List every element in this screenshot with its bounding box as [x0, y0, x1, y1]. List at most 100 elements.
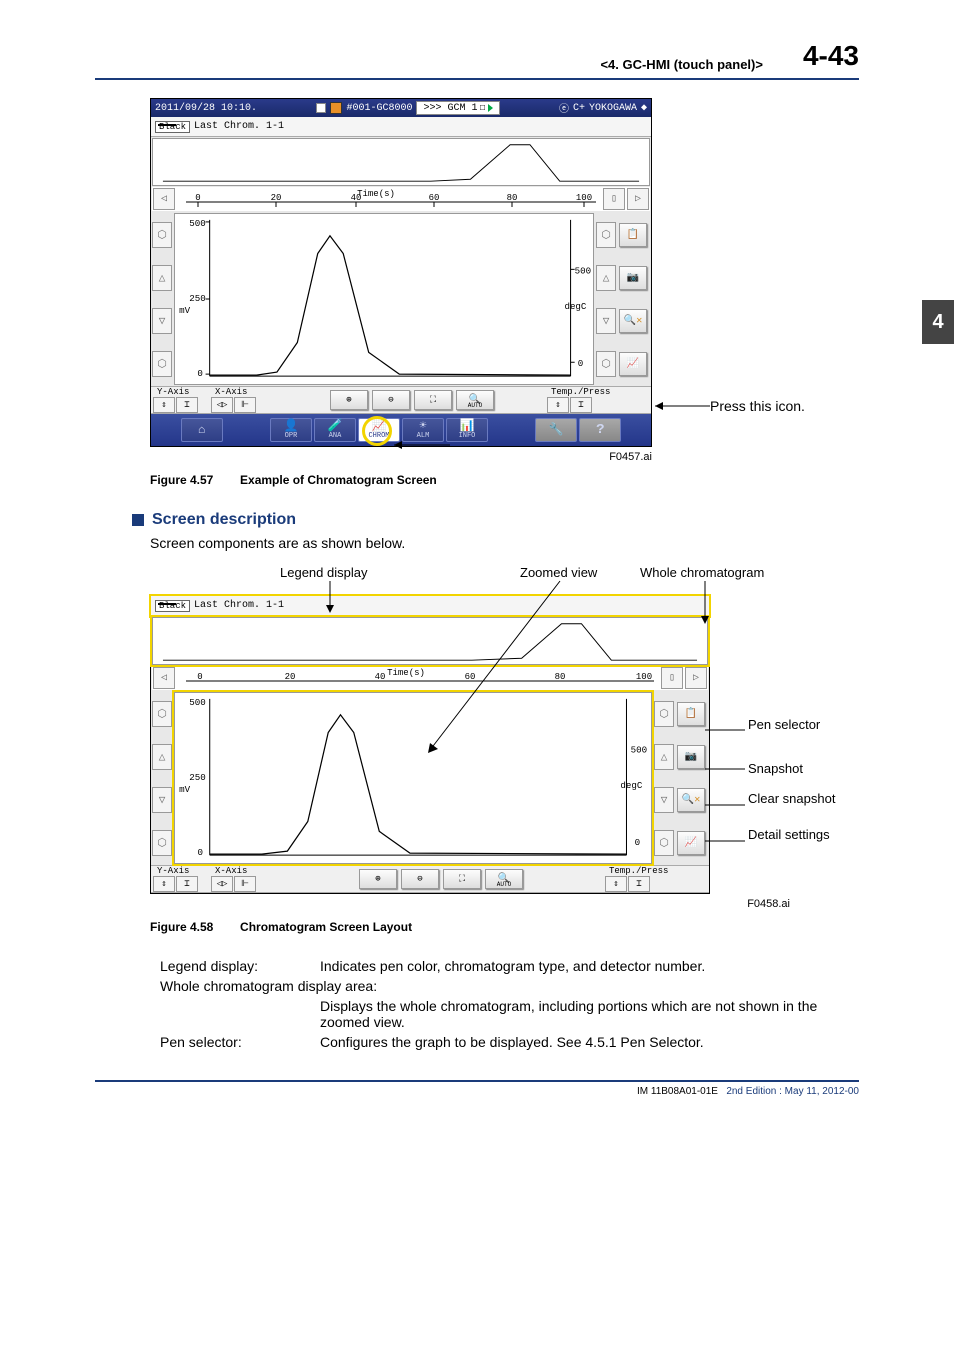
tp-button-1[interactable]: ⇕: [547, 397, 569, 413]
desc-whole-def: Displays the whole chromatogram, includi…: [320, 998, 859, 1030]
x-axis-button-1[interactable]: ◁▷: [211, 397, 233, 413]
annot-pen-selector: Pen selector: [748, 717, 888, 732]
fig2-fit-button[interactable]: ⛶: [443, 869, 481, 889]
fig2-y-down-button[interactable]: ▽: [152, 787, 172, 813]
fig2-legend-label: Last Chrom. 1-1: [194, 600, 284, 611]
time-nav-slider[interactable]: ▯: [603, 188, 625, 210]
temp-down-button[interactable]: ▽: [596, 308, 616, 334]
fig2-temp-top-button[interactable]: ⬡: [654, 701, 674, 727]
fig2-y-axis-btn1[interactable]: ⇕: [153, 876, 175, 892]
y-down-button[interactable]: ▽: [152, 308, 172, 334]
temp-top-button[interactable]: ⬡: [596, 222, 616, 248]
fig2-temp-down-button[interactable]: ▽: [654, 787, 674, 813]
fig2-auto-button[interactable]: 🔍AUTO: [485, 869, 523, 889]
fig2-zoomed-chromatogram-area[interactable]: 500 250 0 mV 500 0 degC: [174, 692, 652, 864]
titlebar-ei-icon: ⓔ: [559, 100, 569, 116]
fig2-whole-chromatogram-area[interactable]: [152, 617, 708, 665]
fig2-time-nav-slider[interactable]: ▯: [661, 667, 683, 689]
chromatogram-screen-fig2: Black Last Chrom. 1-1 ◁ Time(s): [150, 595, 710, 894]
clear-snapshot-button[interactable]: 🔍✕: [619, 309, 647, 333]
temp-bottom-button[interactable]: ⬡: [596, 351, 616, 377]
info-button[interactable]: 📊INFO: [446, 418, 488, 442]
y-bottom-button[interactable]: ⬡: [152, 351, 172, 377]
fig2-x-axis-label: X-Axis: [211, 866, 247, 876]
svg-text:40: 40: [375, 672, 386, 682]
svg-text:500: 500: [631, 744, 648, 755]
annot-legend-display: Legend display: [280, 565, 367, 580]
desc-legend-def: Indicates pen color, chromatogram type, …: [320, 958, 859, 974]
fig2-snapshot-button[interactable]: 📷: [677, 745, 705, 769]
fig2-x-axis-btn1[interactable]: ◁▷: [211, 876, 233, 892]
titlebar-gcm[interactable]: >>> GCM 1☐: [416, 101, 499, 115]
fig2-temp-bottom-button[interactable]: ⬡: [654, 830, 674, 856]
fit-button[interactable]: ⛶: [414, 390, 452, 410]
fig2-detail-settings-button[interactable]: 📈: [677, 831, 705, 855]
svg-text:80: 80: [555, 672, 566, 682]
fig2-y-up-button[interactable]: △: [152, 744, 172, 770]
time-nav-next[interactable]: ▷: [627, 188, 649, 210]
desc-legend-term: Legend display:: [160, 958, 320, 974]
zoomed-chromatogram-area[interactable]: 500 250 0 mV 500 0 degC: [174, 213, 594, 385]
legend-row: Black Last Chrom. 1-1: [151, 117, 651, 137]
auto-zoom-button[interactable]: 🔍AUTO: [456, 390, 494, 410]
y-axis-button-1[interactable]: ⇕: [153, 397, 175, 413]
zoom-in-button[interactable]: ⊕: [330, 390, 368, 410]
fig2-time-nav-prev[interactable]: ◁: [153, 667, 175, 689]
section-title: Screen description: [152, 511, 296, 529]
section-intro: Screen components are as shown below.: [150, 535, 859, 551]
fig2-temp-up-button[interactable]: △: [654, 744, 674, 770]
y-top-button[interactable]: ⬡: [152, 222, 172, 248]
time-axis-row: ◁ Time(s) 0 20 40 60 80 100: [152, 187, 650, 211]
fig2-time-nav-next[interactable]: ▷: [685, 667, 707, 689]
home-button[interactable]: ⌂: [181, 418, 223, 442]
fig2-zoom-in-button[interactable]: ⊕: [359, 869, 397, 889]
titlebar-datetime: 2011/09/28 10:10.: [155, 103, 257, 114]
svg-text:40: 40: [351, 193, 362, 203]
detail-settings-button[interactable]: 📈: [619, 352, 647, 376]
fig2-zoom-out-button[interactable]: ⊖: [401, 869, 439, 889]
svg-text:mV: mV: [179, 305, 191, 316]
figure1-ref: F0457.ai: [150, 451, 652, 463]
fig2-pen-selector-button[interactable]: 📋: [677, 702, 705, 726]
fig2-y-bottom-button[interactable]: ⬡: [152, 830, 172, 856]
header-rule: [95, 78, 859, 80]
fig2-x-axis-btn2[interactable]: ⊩: [234, 876, 256, 892]
x-axis-label: X-Axis: [211, 387, 247, 397]
svg-text:80: 80: [507, 193, 518, 203]
opr-button[interactable]: 👤OPR: [270, 418, 312, 442]
fig2-y-axis-btn2[interactable]: ⌶: [176, 876, 198, 892]
time-axis: Time(s) 0 20 40 60 80 100: [176, 187, 602, 211]
svg-text:0: 0: [197, 847, 203, 858]
chrom-button[interactable]: 📈CHROM: [358, 418, 400, 442]
whole-chromatogram-area[interactable]: [152, 138, 650, 186]
zoom-out-button[interactable]: ⊖: [372, 390, 410, 410]
snapshot-button[interactable]: 📷: [619, 266, 647, 290]
desc-pen-def: Configures the graph to be displayed. Se…: [320, 1034, 859, 1050]
bottom-navigation-bar: ⌂ 👤OPR 🧪ANA 📈CHROM ☀ALM 📊INFO 🔧 ?: [151, 414, 651, 446]
wrench-button[interactable]: 🔧: [535, 418, 577, 442]
time-nav-prev[interactable]: ◁: [153, 188, 175, 210]
annot-detail-settings: Detail settings: [748, 827, 888, 842]
y-up-button[interactable]: △: [152, 265, 172, 291]
fig2-clear-snapshot-button[interactable]: 🔍✕: [677, 788, 705, 812]
fig2-legend-pen-box[interactable]: Black: [155, 600, 190, 612]
left-scroll-buttons: ⬡ △ ▽ ⬡: [151, 212, 173, 386]
ana-button[interactable]: 🧪ANA: [314, 418, 356, 442]
pen-selector-button[interactable]: 📋: [619, 223, 647, 247]
alm-button[interactable]: ☀ALM: [402, 418, 444, 442]
temp-press-label: Temp./Press: [547, 387, 610, 397]
tp-button-2[interactable]: ⌶: [570, 397, 592, 413]
svg-text:0: 0: [195, 193, 200, 203]
y-axis-button-2[interactable]: ⌶: [176, 397, 198, 413]
svg-text:Time(s): Time(s): [387, 668, 425, 678]
legend-pen-box[interactable]: Black: [155, 121, 190, 133]
fig2-tp-btn2[interactable]: ⌶: [628, 876, 650, 892]
fig2-tp-btn1[interactable]: ⇕: [605, 876, 627, 892]
fig2-y-axis-label: Y-Axis: [153, 866, 189, 876]
chapter-tab: 4: [922, 300, 954, 344]
temp-up-button[interactable]: △: [596, 265, 616, 291]
x-axis-button-2[interactable]: ⊩: [234, 397, 256, 413]
help-button[interactable]: ?: [579, 418, 621, 442]
titlebar-c-icon: C+: [573, 103, 585, 114]
fig2-y-top-button[interactable]: ⬡: [152, 701, 172, 727]
